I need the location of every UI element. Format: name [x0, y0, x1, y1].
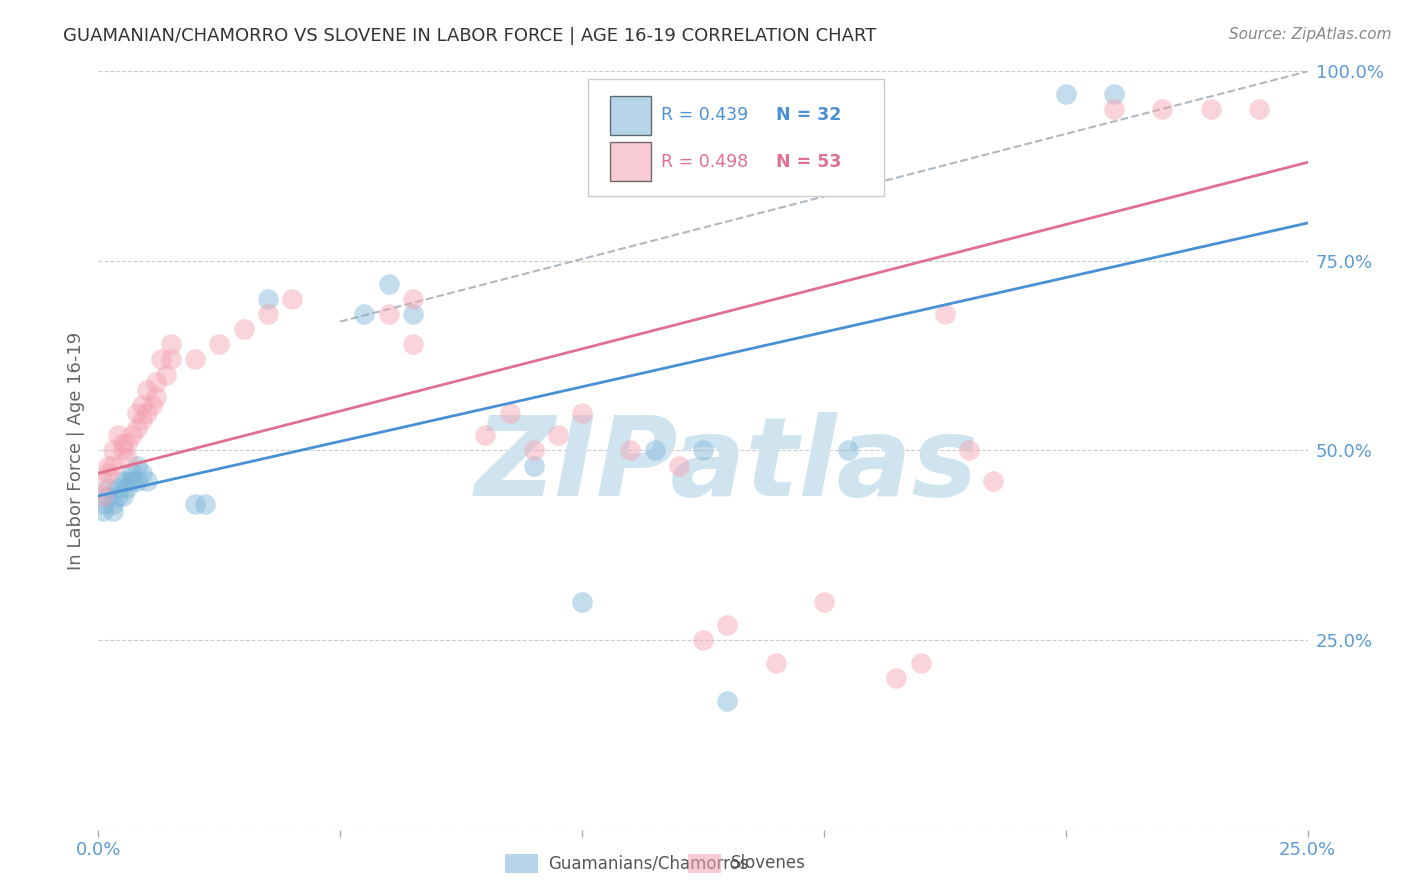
- FancyBboxPatch shape: [588, 79, 884, 196]
- Point: [107, 428, 129, 442]
- Point: [121, 428, 143, 442]
- Point: [1199, 103, 1222, 117]
- Point: [498, 405, 520, 420]
- Y-axis label: In Labor Force | Age 16-19: In Labor Force | Age 16-19: [66, 331, 84, 570]
- Point: [571, 595, 593, 609]
- Text: N = 32: N = 32: [776, 106, 841, 124]
- Point: [837, 443, 859, 458]
- Point: [117, 436, 139, 450]
- Point: [402, 292, 425, 306]
- Point: [111, 436, 134, 450]
- Point: [91, 489, 114, 503]
- Point: [523, 443, 546, 458]
- FancyBboxPatch shape: [610, 142, 651, 181]
- Text: Guamanians/Chamorros: Guamanians/Chamorros: [548, 855, 749, 872]
- Point: [1102, 103, 1125, 117]
- Point: [131, 413, 153, 427]
- Text: R = 0.498: R = 0.498: [661, 153, 748, 170]
- Point: [571, 405, 593, 420]
- Point: [150, 352, 173, 367]
- Point: [117, 474, 139, 488]
- Point: [377, 307, 399, 321]
- Point: [160, 352, 183, 367]
- Point: [1054, 87, 1077, 102]
- Point: [101, 504, 124, 518]
- Point: [117, 451, 139, 466]
- Point: [121, 467, 143, 481]
- Point: [668, 458, 690, 473]
- Point: [91, 496, 114, 510]
- Point: [194, 496, 217, 510]
- Point: [97, 458, 120, 473]
- Point: [101, 458, 124, 473]
- Point: [1152, 103, 1174, 117]
- Text: R = 0.439: R = 0.439: [661, 106, 748, 124]
- Point: [813, 595, 835, 609]
- Point: [127, 458, 149, 473]
- Point: [101, 443, 124, 458]
- Point: [131, 467, 153, 481]
- Point: [957, 443, 980, 458]
- Point: [547, 428, 569, 442]
- Point: [402, 307, 425, 321]
- Point: [377, 277, 399, 291]
- Text: ZIPatlas: ZIPatlas: [475, 412, 979, 519]
- Point: [91, 474, 114, 488]
- Point: [523, 458, 546, 473]
- Point: [97, 489, 120, 503]
- Point: [145, 391, 167, 405]
- FancyBboxPatch shape: [610, 95, 651, 135]
- Point: [127, 474, 149, 488]
- Point: [131, 398, 153, 412]
- Point: [256, 307, 278, 321]
- Point: [716, 694, 738, 708]
- Text: GUAMANIAN/CHAMORRO VS SLOVENE IN LABOR FORCE | AGE 16-19 CORRELATION CHART: GUAMANIAN/CHAMORRO VS SLOVENE IN LABOR F…: [63, 27, 877, 45]
- Point: [107, 489, 129, 503]
- Point: [97, 482, 120, 496]
- Point: [232, 322, 254, 336]
- Point: [281, 292, 304, 306]
- Point: [256, 292, 278, 306]
- Point: [107, 482, 129, 496]
- Point: [111, 489, 134, 503]
- Point: [402, 337, 425, 351]
- Point: [101, 496, 124, 510]
- Point: [160, 337, 183, 351]
- Point: [886, 671, 908, 685]
- Point: [127, 405, 149, 420]
- Text: Source: ZipAtlas.com: Source: ZipAtlas.com: [1229, 27, 1392, 42]
- Point: [934, 307, 956, 321]
- Point: [184, 496, 207, 510]
- Point: [692, 443, 714, 458]
- Point: [1249, 103, 1271, 117]
- Point: [155, 368, 177, 382]
- Point: [127, 421, 149, 435]
- Point: [765, 656, 787, 670]
- Text: Slovenes: Slovenes: [731, 855, 806, 872]
- Point: [981, 474, 1004, 488]
- Point: [121, 474, 143, 488]
- Point: [716, 617, 738, 632]
- Point: [97, 467, 120, 481]
- Point: [117, 482, 139, 496]
- Point: [111, 474, 134, 488]
- Point: [692, 633, 714, 648]
- Point: [644, 443, 666, 458]
- Point: [111, 443, 134, 458]
- Point: [91, 504, 114, 518]
- Point: [135, 383, 157, 397]
- Point: [145, 376, 167, 390]
- Point: [135, 405, 157, 420]
- Point: [184, 352, 207, 367]
- Point: [135, 474, 157, 488]
- Point: [353, 307, 375, 321]
- Point: [1102, 87, 1125, 102]
- Text: N = 53: N = 53: [776, 153, 841, 170]
- Point: [619, 443, 641, 458]
- Point: [910, 656, 932, 670]
- Point: [474, 428, 496, 442]
- Point: [141, 398, 163, 412]
- Point: [208, 337, 231, 351]
